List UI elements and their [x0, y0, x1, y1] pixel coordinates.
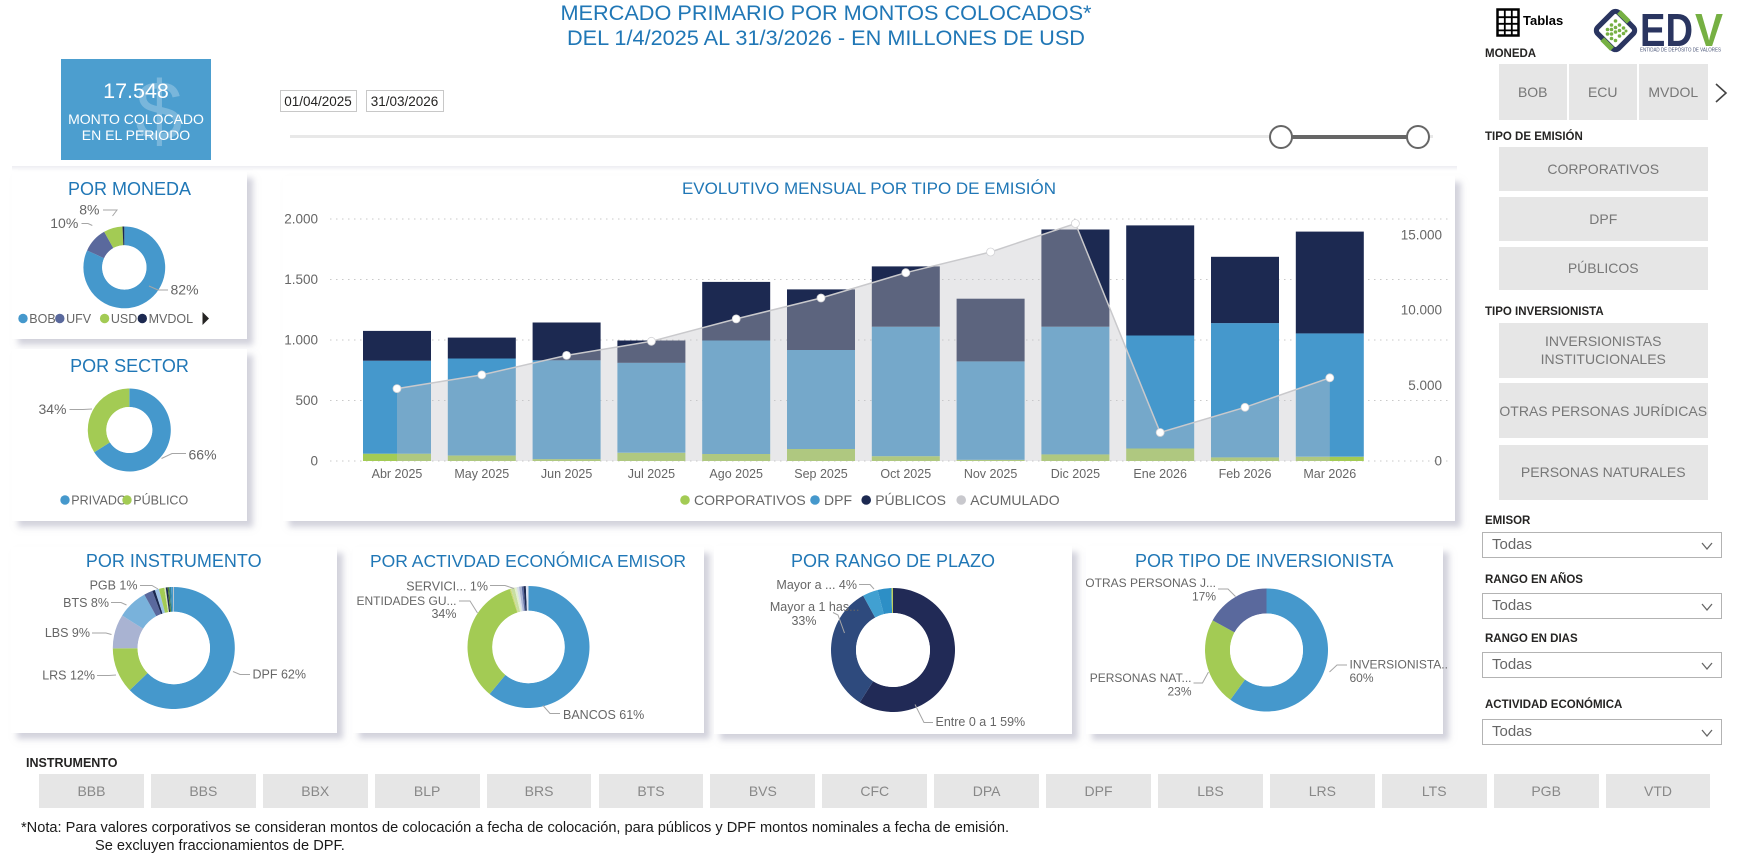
svg-text:17%: 17%	[1191, 590, 1215, 604]
svg-text:0: 0	[310, 454, 318, 469]
svg-text:Mayor a 1 has...: Mayor a 1 has...	[770, 600, 860, 614]
svg-text:DPF 62%: DPF 62%	[253, 668, 307, 682]
svg-text:ENTIDADES GU...: ENTIDADES GU...	[356, 594, 456, 608]
svg-text:ACUMULADO: ACUMULADO	[970, 492, 1060, 508]
svg-text:Mar 2026: Mar 2026	[1303, 467, 1356, 481]
svg-text:Jun 2025: Jun 2025	[541, 467, 592, 481]
svg-text:May 2025: May 2025	[454, 467, 509, 481]
svg-text:Ene 2026: Ene 2026	[1133, 467, 1187, 481]
svg-text:Oct 2025: Oct 2025	[880, 467, 931, 481]
svg-text:PÚBLICO: PÚBLICO	[133, 493, 188, 508]
svg-text:60%: 60%	[1349, 671, 1373, 685]
svg-text:Sep 2025: Sep 2025	[794, 467, 848, 481]
svg-text:INVERSIONISTA...: INVERSIONISTA...	[1349, 658, 1449, 672]
svg-text:Entre 0 a 1 59%: Entre 0 a 1 59%	[936, 715, 1026, 729]
svg-text:23%: 23%	[1167, 685, 1191, 699]
svg-text:66%: 66%	[189, 447, 217, 463]
svg-text:CORPORATIVOS: CORPORATIVOS	[694, 492, 806, 508]
svg-text:Mayor a ... 4%: Mayor a ... 4%	[776, 578, 857, 592]
svg-text:BANCOS 61%: BANCOS 61%	[563, 708, 644, 722]
svg-text:10%: 10%	[50, 215, 78, 231]
svg-text:V: V	[1695, 4, 1723, 56]
svg-text:ENTIDAD DE DEPÓSITO DE VALORES: ENTIDAD DE DEPÓSITO DE VALORES	[1640, 47, 1721, 54]
svg-text:PRIVADO: PRIVADO	[71, 494, 127, 508]
svg-text:PERSONAS NAT...: PERSONAS NAT...	[1089, 671, 1191, 685]
svg-text:DPF: DPF	[824, 492, 852, 508]
svg-text:Jul 2025: Jul 2025	[628, 467, 675, 481]
svg-text:OTRAS PERSONAS J...: OTRAS PERSONAS J...	[1086, 576, 1216, 590]
svg-text:Feb 2026: Feb 2026	[1219, 467, 1272, 481]
svg-text:10.000: 10.000	[1401, 303, 1442, 318]
svg-text:15.000: 15.000	[1401, 227, 1442, 242]
svg-text:USD: USD	[111, 312, 137, 326]
svg-text:5.000: 5.000	[1408, 378, 1442, 393]
svg-text:BOB: BOB	[29, 312, 55, 326]
svg-text:Ago 2025: Ago 2025	[709, 467, 763, 481]
svg-text:2.000: 2.000	[284, 212, 318, 227]
svg-text:ED: ED	[1640, 4, 1693, 56]
svg-text:Nov 2025: Nov 2025	[964, 467, 1018, 481]
svg-text:82%: 82%	[171, 282, 199, 298]
svg-text:8%: 8%	[79, 202, 99, 218]
svg-text:34%: 34%	[38, 401, 66, 417]
svg-text:1.500: 1.500	[284, 272, 318, 287]
svg-text:MVDOL: MVDOL	[149, 312, 194, 326]
svg-text:Abr 2025: Abr 2025	[372, 467, 423, 481]
svg-text:SERVICI... 1%: SERVICI... 1%	[406, 580, 488, 594]
svg-text:0: 0	[1434, 454, 1442, 469]
svg-text:PGB 1%: PGB 1%	[90, 579, 138, 593]
svg-text:BTS 8%: BTS 8%	[63, 596, 109, 610]
svg-text:1.000: 1.000	[284, 333, 318, 348]
svg-text:LBS 9%: LBS 9%	[45, 626, 90, 640]
svg-text:500: 500	[295, 393, 318, 408]
svg-text:PÚBLICOS: PÚBLICOS	[875, 492, 946, 508]
svg-text:Dic 2025: Dic 2025	[1051, 467, 1100, 481]
svg-text:UFV: UFV	[66, 312, 92, 326]
svg-text:34%: 34%	[431, 607, 456, 621]
svg-text:LRS 12%: LRS 12%	[42, 669, 95, 683]
svg-text:33%: 33%	[791, 614, 816, 628]
